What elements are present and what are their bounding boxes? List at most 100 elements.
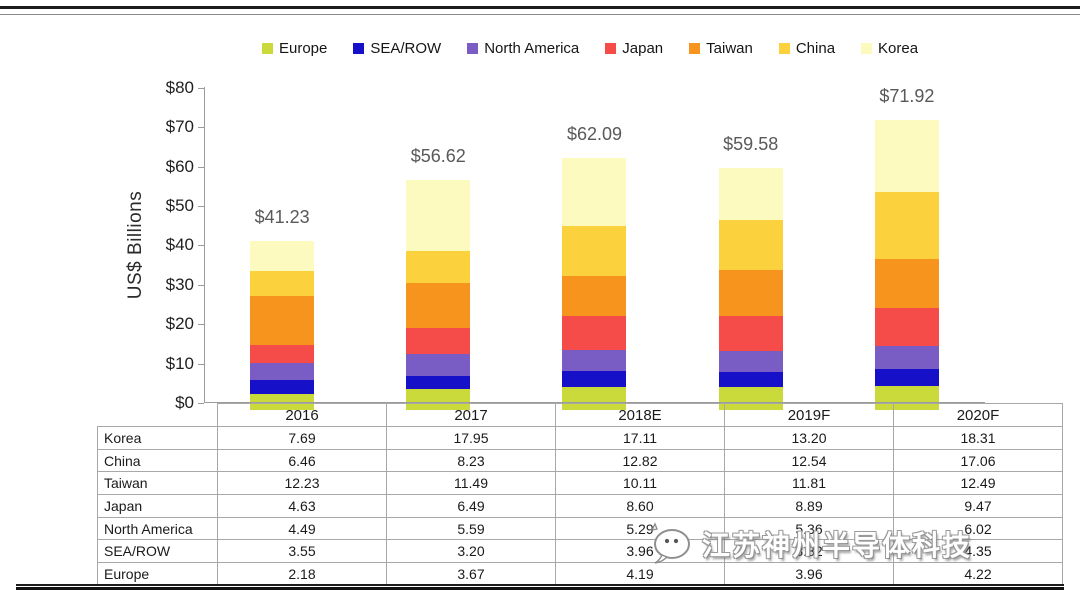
y-tick-mark <box>198 284 204 286</box>
legend-swatch-icon <box>778 43 790 54</box>
bar-segment-europe <box>874 386 939 403</box>
y-tick-label: $60 <box>165 156 194 176</box>
bar-segment-korea <box>874 119 939 192</box>
table-row: Korea 7.69 17.95 17.11 13.20 18.31 <box>97 426 1063 450</box>
chat-bubble-logo-icon <box>650 522 690 564</box>
table-header-row: 2016 2017 2018E 2019F 2020F <box>98 403 1063 427</box>
table-header-cell: 2018E <box>555 403 725 427</box>
bar-segment-japan <box>718 316 783 352</box>
table-cell: 8.60 <box>555 494 725 518</box>
y-tick-label: $20 <box>165 314 194 334</box>
legend-label: Europe <box>279 40 328 57</box>
legend-swatch-icon <box>467 43 479 54</box>
bar-segment-japan <box>406 328 471 354</box>
bar-segment-sea-row <box>406 375 471 389</box>
legend-item-china: China <box>778 40 836 57</box>
y-tick-mark <box>198 403 204 404</box>
table-cell: 3.67 <box>386 562 556 586</box>
bar-segment-japan <box>874 308 939 346</box>
bar-segment-japan <box>562 316 627 351</box>
y-tick-label: $70 <box>165 117 194 137</box>
table-cell: 10.11 <box>555 471 725 496</box>
table-row: Europe 2.18 3.67 4.19 3.96 4.22 <box>97 562 1063 586</box>
y-tick-mark <box>198 363 204 365</box>
bar-segment-north-america <box>406 353 471 376</box>
watermark: 江苏神州半导体科技 <box>646 520 972 568</box>
bar-segment-sea-row <box>874 369 939 387</box>
bar-column-2019f <box>673 168 829 410</box>
legend-swatch-icon <box>262 43 273 54</box>
data-table: 2016 2017 2018E 2019F 2020F Korea 7.69 17.95 17.… <box>97 403 1063 586</box>
bar-segment-china <box>406 250 471 284</box>
table-header-cell: 2017 <box>386 403 556 427</box>
table-cell: 6.46 <box>217 448 387 473</box>
table-cell: 5.59 <box>386 516 556 541</box>
bar-segment-china <box>562 225 627 277</box>
y-tick-label: $10 <box>165 353 194 373</box>
table-cell: 17.95 <box>386 426 556 450</box>
table-cell: 8.89 <box>724 494 894 518</box>
legend-swatch-icon <box>353 43 365 54</box>
table-cell: 3.96 <box>724 562 894 586</box>
legend-item-taiwan: Taiwan <box>689 40 753 57</box>
y-axis-line <box>204 87 205 403</box>
bar-segment-taiwan <box>718 269 783 317</box>
bar-column-2017 <box>360 179 516 410</box>
y-tick-label: $30 <box>165 274 194 294</box>
bar-segment-japan <box>250 344 315 363</box>
legend-label: Taiwan <box>706 40 753 57</box>
table-row: China 6.46 8.23 12.82 12.54 17.06 <box>97 448 1063 473</box>
y-tick-label: $0 <box>175 393 194 412</box>
bar-segment-korea <box>250 240 315 271</box>
y-tick-label: $80 <box>165 77 194 97</box>
legend-item-north-america: North America <box>467 40 579 57</box>
bar-segment-north-america <box>250 362 315 381</box>
stacked-bar <box>718 168 783 410</box>
table-cell: 12.82 <box>555 448 725 473</box>
table-corner-blank <box>98 404 218 427</box>
y-tick-mark <box>198 166 204 168</box>
bar-segment-taiwan <box>562 276 627 317</box>
plot-area: $41.23 $56.62 $62.09 $59.58 $71.92 <box>204 86 985 410</box>
bar-segment-korea <box>562 158 627 226</box>
bar-total-label: $59.58 <box>723 134 779 155</box>
table-cell: 8.23 <box>386 448 556 473</box>
table-cell: 18.31 <box>893 426 1063 450</box>
table-cell: 3.55 <box>217 539 387 564</box>
table-cell: 3.20 <box>386 539 556 564</box>
legend-swatch-icon <box>861 43 873 54</box>
table-cell: 9.47 <box>893 494 1063 518</box>
stacked-bar <box>562 158 627 410</box>
legend-item-sea-row: SEA/ROW <box>353 40 441 57</box>
bar-segment-sea-row <box>562 370 627 387</box>
bottom-divider-rule <box>16 584 1064 590</box>
table-header-cell: 2016 <box>217 403 387 427</box>
table-cell: 12.49 <box>893 471 1063 496</box>
table-header-cell: 2020F <box>893 403 1063 427</box>
table-cell: 6.49 <box>386 494 556 518</box>
legend-swatch-icon <box>689 43 701 54</box>
legend-label: China <box>795 40 836 57</box>
y-tick-mark <box>198 87 204 89</box>
y-tick-label: $50 <box>165 196 194 215</box>
bar-segment-sea-row <box>718 372 783 388</box>
bar-total-label: $56.62 <box>410 145 466 166</box>
table-row-label: North America <box>97 516 218 541</box>
bar-segment-taiwan <box>250 296 315 345</box>
table-row: Taiwan 12.23 11.49 10.11 11.81 12.49 <box>97 471 1063 496</box>
bar-segment-korea <box>718 168 783 221</box>
chart-legend: Europe SEA/ROW North America Japan Taiwan Chi… <box>262 40 918 57</box>
table-row-label: China <box>97 448 218 473</box>
table-row: Japan 4.63 6.49 8.60 8.89 9.47 <box>97 494 1063 518</box>
bar-segment-taiwan <box>406 283 471 329</box>
table-row-label: Taiwan <box>97 471 218 496</box>
table-row-label: SEA/ROW <box>97 539 218 564</box>
table-header-cell: 2019F <box>724 403 894 427</box>
bar-segment-china <box>250 270 315 297</box>
table-cell: 13.20 <box>724 426 894 450</box>
stacked-bar <box>250 240 315 410</box>
y-tick-mark <box>198 324 204 326</box>
bar-segment-taiwan <box>874 259 939 309</box>
legend-item-korea: Korea <box>861 40 918 57</box>
